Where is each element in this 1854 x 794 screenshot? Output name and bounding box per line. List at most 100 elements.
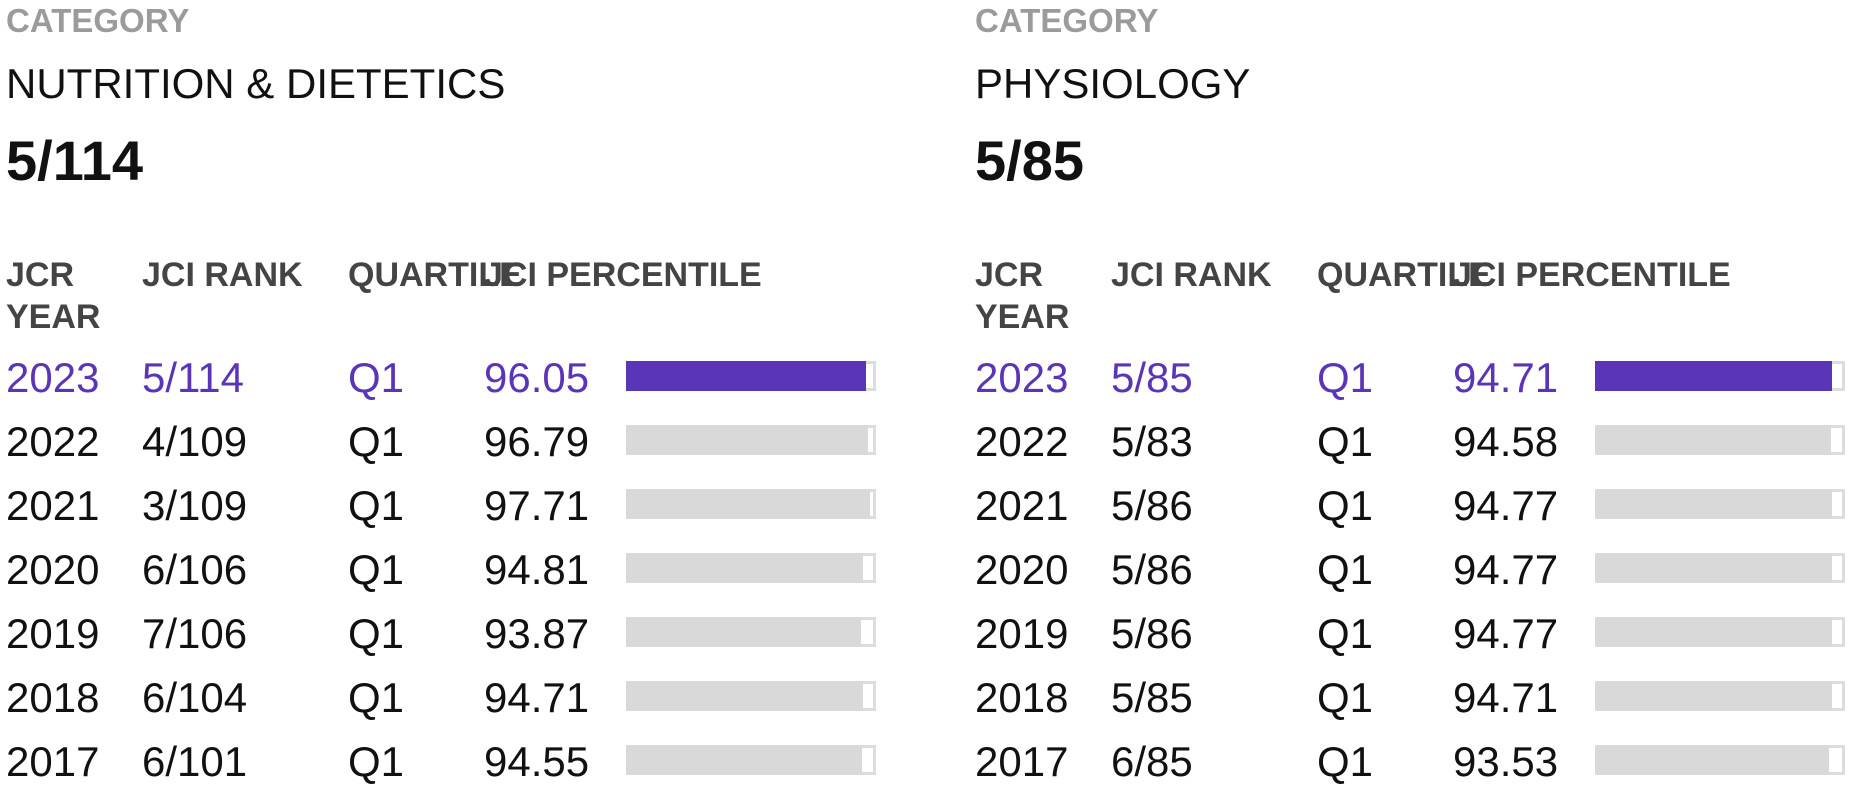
percentile-bar-fill [1595, 425, 1831, 455]
cell-rank: 7/106 [142, 610, 248, 657]
cell-rank: 5/83 [1111, 418, 1193, 465]
percentile-bar [626, 425, 876, 455]
cell-year: 2023 [6, 354, 100, 401]
table-row: 2023 5/114 Q1 96.05 [6, 346, 896, 410]
percentile-bar-fill [626, 745, 862, 775]
cell-rank: 6/106 [142, 546, 248, 593]
cell-year: 2017 [975, 738, 1069, 785]
cell-percentile: 97.71 [484, 482, 590, 529]
cell-percentile: 96.79 [484, 418, 590, 465]
table-row: 2022 5/83 Q1 94.58 [975, 410, 1854, 474]
cell-year: 2020 [975, 546, 1069, 593]
percentile-bar [1595, 617, 1845, 647]
cell-year: 2019 [6, 610, 100, 657]
percentile-bar [1595, 361, 1845, 391]
category-label: CATEGORY [6, 2, 190, 39]
table-row: 2021 3/109 Q1 97.71 [6, 474, 896, 538]
percentile-bar-fill [626, 553, 863, 583]
cell-quartile: Q1 [1317, 482, 1374, 529]
cell-rank: 6/104 [142, 674, 248, 721]
percentile-bar [1595, 681, 1845, 711]
header-jci-rank: JCI RANK [1111, 256, 1272, 294]
header-jci-rank: JCI RANK [142, 256, 303, 294]
percentile-bar [626, 553, 876, 583]
cell-quartile: Q1 [348, 546, 405, 593]
cell-year: 2018 [975, 674, 1069, 721]
category-name: PHYSIOLOGY [975, 60, 1251, 107]
cell-quartile: Q1 [348, 418, 405, 465]
cell-year: 2017 [6, 738, 100, 785]
percentile-bar [1595, 489, 1845, 519]
table-row: 2020 6/106 Q1 94.81 [6, 538, 896, 602]
cell-quartile: Q1 [348, 738, 405, 785]
table-row: 2023 5/85 Q1 94.71 [975, 346, 1854, 410]
cell-rank: 6/101 [142, 738, 248, 785]
percentile-bar-fill [626, 681, 863, 711]
cell-percentile: 96.05 [484, 354, 590, 401]
cell-rank: 5/85 [1111, 674, 1193, 721]
cell-rank: 5/114 [142, 354, 244, 401]
table-row: 2017 6/85 Q1 93.53 [975, 730, 1854, 794]
cell-year: 2023 [975, 354, 1069, 401]
category-rank: 5/85 [975, 129, 1084, 192]
cell-percentile: 94.77 [1453, 482, 1559, 529]
category-panel-nutrition: CATEGORY NUTRITION & DIETETICS 5/114 JCR… [6, 0, 906, 788]
cell-percentile: 94.81 [484, 546, 590, 593]
cell-quartile: Q1 [1317, 738, 1374, 785]
percentile-bar [626, 361, 876, 391]
percentile-bar [1595, 745, 1845, 775]
percentile-bar-fill [1595, 489, 1832, 519]
category-rank: 5/114 [6, 129, 144, 192]
header-jcr-year: JCR YEAR [6, 256, 101, 336]
category-name: NUTRITION & DIETETICS [6, 60, 506, 107]
cell-percentile: 93.87 [484, 610, 590, 657]
cell-rank: 5/86 [1111, 482, 1193, 529]
cell-quartile: Q1 [1317, 546, 1374, 593]
cell-quartile: Q1 [348, 610, 405, 657]
cell-year: 2021 [975, 482, 1069, 529]
cell-year: 2018 [6, 674, 100, 721]
cell-percentile: 94.58 [1453, 418, 1559, 465]
percentile-bar [626, 745, 876, 775]
header-jci-percentile: JCI PERCENTILE [484, 256, 762, 294]
cell-percentile: 94.71 [484, 674, 590, 721]
header-quartile: QUARTILE [348, 256, 522, 294]
percentile-bar [626, 617, 876, 647]
category-label: CATEGORY [975, 2, 1159, 39]
table-row: 2018 6/104 Q1 94.71 [6, 666, 896, 730]
cell-year: 2020 [6, 546, 100, 593]
table-row: 2020 5/86 Q1 94.77 [975, 538, 1854, 602]
percentile-bar [1595, 425, 1845, 455]
cell-percentile: 94.55 [484, 738, 590, 785]
header-quartile: QUARTILE [1317, 256, 1491, 294]
table-row: 2022 4/109 Q1 96.79 [6, 410, 896, 474]
percentile-bar-fill [626, 489, 870, 519]
cell-year: 2021 [6, 482, 100, 529]
table-row: 2018 5/85 Q1 94.71 [975, 666, 1854, 730]
cell-percentile: 93.53 [1453, 738, 1559, 785]
cell-quartile: Q1 [348, 482, 405, 529]
table-row: 2019 7/106 Q1 93.87 [6, 602, 896, 666]
percentile-bar [1595, 553, 1845, 583]
percentile-bar-fill [626, 617, 861, 647]
cell-percentile: 94.77 [1453, 610, 1559, 657]
cell-rank: 3/109 [142, 482, 248, 529]
cell-quartile: Q1 [348, 674, 405, 721]
cell-percentile: 94.71 [1453, 354, 1559, 401]
percentile-bar [626, 489, 876, 519]
table-row: 2017 6/101 Q1 94.55 [6, 730, 896, 794]
cell-quartile: Q1 [1317, 354, 1374, 401]
cell-rank: 5/86 [1111, 610, 1193, 657]
table-row: 2019 5/86 Q1 94.77 [975, 602, 1854, 666]
cell-year: 2019 [975, 610, 1069, 657]
cell-quartile: Q1 [1317, 610, 1374, 657]
cell-rank: 4/109 [142, 418, 248, 465]
percentile-bar-fill [1595, 361, 1832, 391]
table-row: 2021 5/86 Q1 94.77 [975, 474, 1854, 538]
cell-percentile: 94.71 [1453, 674, 1559, 721]
cell-rank: 5/85 [1111, 354, 1193, 401]
header-jcr-year: JCR YEAR [975, 256, 1070, 336]
cell-quartile: Q1 [348, 354, 405, 401]
header-jci-percentile: JCI PERCENTILE [1453, 256, 1731, 294]
percentile-bar-fill [1595, 553, 1832, 583]
